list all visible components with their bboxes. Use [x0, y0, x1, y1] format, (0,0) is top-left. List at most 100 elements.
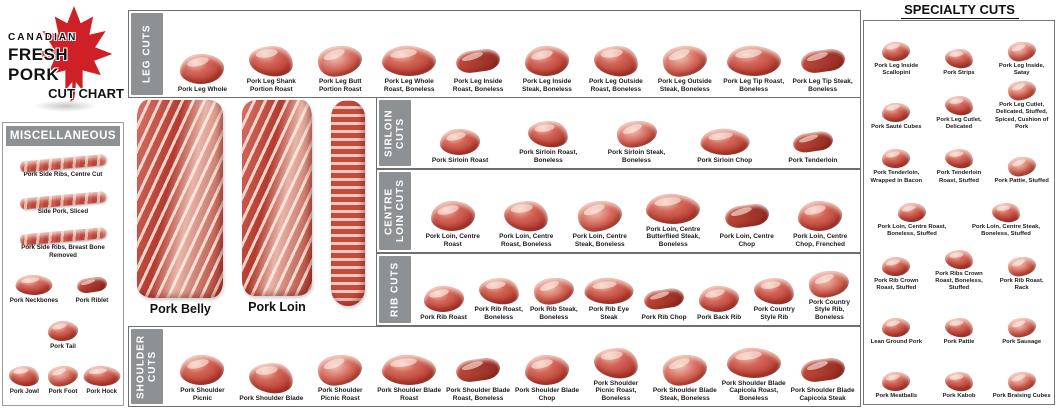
pork-belly-item: Pork Belly	[137, 100, 224, 316]
section-title-sirloin-cuts: SIRLOIN CUTS	[379, 100, 411, 166]
cut-item: Pork Loin, Centre Roast	[416, 172, 490, 250]
meat-image	[725, 346, 782, 380]
cut-item: Pork Ribs Crown Roast, Boneless, Stuffed	[928, 248, 991, 293]
meat-image	[440, 129, 481, 156]
meat-image	[944, 316, 974, 339]
cut-item: Pork Tail	[5, 320, 121, 351]
cut-item: Pork Meatballs	[865, 371, 928, 401]
cut-label: Pork Shoulder Blade Capicola Steak	[790, 387, 855, 403]
meat-image	[316, 352, 364, 388]
cut-item: Pork Sirloin Roast, Boneless	[504, 100, 592, 166]
cut-label: Pork Neckbones	[9, 297, 59, 305]
pork-loin-sliced-image	[330, 100, 365, 306]
meat-image	[1006, 79, 1037, 103]
cut-item: Pork Leg Inside Scallopini	[865, 41, 928, 78]
cut-item: Pork Loin, Centre Roast, Boneless, Stuff…	[865, 202, 959, 239]
cut-label: Pork Leg Inside, Satay	[998, 62, 1045, 76]
cut-item: Pork Country Style Rib	[747, 256, 802, 323]
cut-item: Pork Sirloin Roast	[416, 100, 504, 166]
cut-item: Pork Leg Whole	[168, 13, 237, 95]
cut-item: Pork Leg Tip Roast, Boneless	[719, 13, 788, 95]
meat-image	[753, 276, 796, 307]
cut-item: Pork Rib Roast, Boneless	[471, 256, 526, 323]
meat-image	[898, 203, 926, 223]
cut-label: Pork Rib Chop	[641, 314, 687, 322]
cut-label: Pork Rib Roast, Rack	[999, 278, 1044, 292]
cut-item: Pork Shoulder Blade Roast, Boneless	[444, 329, 513, 404]
cut-label: Pork Sauté Cubes	[871, 123, 922, 130]
cut-item: Pork Braising Cubes	[990, 370, 1053, 401]
cut-label: Pork Leg Butt Portion Roast	[318, 78, 362, 94]
cut-item: Pork Leg Inside Roast, Boneless	[444, 13, 513, 95]
logo-line-fresh-pork: FRESH PORK	[8, 45, 69, 84]
meat-image	[247, 360, 295, 396]
cut-item: Pork Shoulder Picnic	[168, 329, 237, 404]
meat-image	[882, 102, 911, 122]
meat-image	[944, 94, 974, 116]
cut-label: Pork Rib Roast	[420, 314, 467, 322]
cut-label: Pork Loin, Centre Butterflied Steak, Bon…	[646, 225, 701, 249]
primal-cuts-column: Pork Belly Pork Loin	[128, 98, 374, 326]
pork-loin-label: Pork Loin	[248, 300, 306, 314]
meat-image	[46, 364, 80, 389]
meat-image	[882, 149, 911, 169]
cut-label: Pork Braising Cubes	[992, 392, 1051, 399]
meat-image	[661, 352, 709, 388]
cut-label: Pork Leg Inside Scallopini	[874, 62, 919, 76]
meat-image	[1006, 370, 1037, 393]
cut-label: Pork Pattie, Stuffed	[994, 177, 1049, 184]
section-shoulder-cuts: SHOULDER CUTS Pork Shoulder Picnic Pork S…	[128, 326, 861, 407]
meat-image	[524, 355, 569, 386]
cut-item: Pork Rib Eye Steak	[581, 256, 636, 323]
cut-label: Pork Pattie	[943, 339, 975, 346]
section-miscellaneous: MISCELLANEOUS Pork Side Ribs, Centre Cut…	[2, 122, 124, 406]
cut-label: Pork Kabob	[942, 392, 976, 399]
cut-item: Pork Sirloin Steak, Boneless	[592, 100, 680, 166]
cut-item: Pork Tenderloin, Wrapped in Bacon	[865, 148, 928, 185]
cut-item: Pork Sirloin Chop	[681, 100, 769, 166]
section-title-shoulder-cuts: SHOULDER CUTS	[131, 329, 163, 404]
meat-image	[882, 41, 911, 61]
meat-image	[14, 274, 54, 297]
cut-item: Pork Shoulder Picnic Roast	[306, 329, 375, 404]
cut-label: Pork Loin, Centre Roast	[425, 233, 480, 249]
cut-label: Pork Shoulder Picnic Roast	[318, 387, 363, 403]
meat-image	[247, 44, 295, 79]
meat-image	[454, 356, 502, 385]
cut-item: Pork Side Ribs, Breast Bone Removed	[5, 227, 121, 260]
cut-label: Pork Leg Cutlet, Delicated	[936, 116, 982, 130]
meat-image	[180, 54, 225, 85]
pork-belly-image	[137, 100, 224, 298]
meat-image	[19, 190, 107, 210]
cut-item: Pork Rib Crown Roast, Stuffed	[865, 256, 928, 293]
cut-label: Pork Loin, Centre Steak, Boneless	[572, 233, 627, 249]
specialty-row: Pork Rib Crown Roast, Stuffed Pork Ribs C…	[865, 239, 1053, 293]
cut-label: Pork Sirloin Chop	[697, 157, 753, 165]
cut-item: Pork Strips	[928, 47, 991, 78]
cut-item: Pork Rib Roast, Rack	[990, 255, 1053, 293]
meat-image	[592, 345, 640, 380]
cut-item: Pork Kabob	[928, 370, 991, 401]
cut-item: Pork Country Style Rib, Boneless	[802, 256, 857, 323]
logo-line-cut-chart: CUT CHART	[48, 86, 124, 101]
cut-label: Pork Meatballs	[875, 392, 918, 399]
cut-item: Pork Shoulder Blade Roast	[375, 329, 444, 404]
cut-item: Pork Shoulder Blade Capicola Steak	[788, 329, 857, 404]
meat-image	[592, 44, 640, 79]
rib-cuts-items: Pork Rib Roast Pork Rib Roast, Boneless Po…	[413, 254, 860, 325]
cut-item: Pork Back Rib	[692, 256, 747, 323]
cut-label: Pork Ribs Crown Roast, Boneless, Stuffed	[935, 271, 983, 292]
cut-label: Pork Rib Eye Steak	[588, 306, 629, 322]
meat-image	[699, 286, 740, 313]
cut-label: Pork Shoulder Blade Roast	[377, 387, 442, 403]
cut-item: Pork Foot	[44, 364, 83, 396]
meat-image	[48, 320, 78, 341]
leg-cuts-items: Pork Leg Whole Pork Leg Shank Portion Roa…	[165, 11, 860, 97]
cut-label: Pork Rib Roast, Boneless	[474, 306, 523, 322]
cut-label: Pork Leg Whole	[177, 86, 228, 94]
meat-image	[524, 46, 569, 77]
meat-image	[316, 43, 364, 79]
specialty-cuts-items: Pork Leg Inside Scallopini Pork Strips Por…	[863, 20, 1055, 405]
meat-image	[1006, 316, 1037, 339]
